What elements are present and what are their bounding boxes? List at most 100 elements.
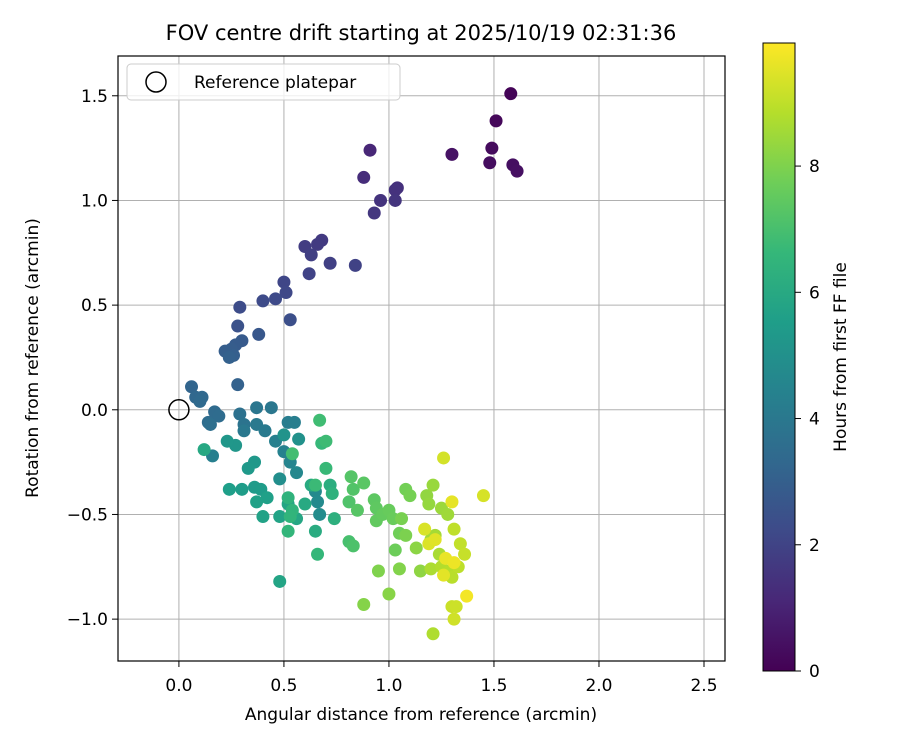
data-point [422, 497, 436, 511]
data-point [256, 510, 270, 524]
colorbar-tick-label: 4 [809, 410, 820, 430]
data-point [350, 503, 364, 517]
data-point [235, 482, 249, 496]
reference-platepar-marker [168, 399, 190, 421]
x-tick-label: 1.0 [375, 676, 402, 696]
data-point [220, 434, 234, 448]
data-point [185, 380, 199, 394]
data-point [283, 313, 297, 327]
data-point [233, 300, 247, 314]
data-point [437, 568, 451, 582]
colorbar-tick-label: 6 [809, 283, 820, 303]
plot-frame [117, 55, 726, 662]
data-point [250, 495, 264, 509]
x-tick-label: 0.5 [270, 676, 297, 696]
data-point [241, 461, 255, 475]
colorbar-tick-label: 8 [809, 157, 820, 177]
colorbar-tick-label: 2 [809, 536, 820, 556]
data-point [298, 497, 312, 511]
data-point [489, 114, 503, 128]
data-point [313, 507, 327, 521]
data-point [313, 413, 327, 427]
y-tick-label: 1.5 [81, 87, 108, 107]
data-point [426, 478, 440, 492]
data-point [264, 401, 278, 415]
data-point [193, 394, 207, 408]
data-point [327, 512, 341, 526]
data-point [273, 510, 287, 524]
data-point [424, 562, 438, 576]
x-axis-label: Angular distance from reference (arcmin) [245, 705, 597, 725]
data-points [185, 87, 524, 641]
x-axis-ticks: 0.0 0.5 1.0 1.5 2.0 2.5 [165, 661, 718, 696]
y-tick-label: −0.5 [67, 505, 108, 525]
data-point [395, 512, 409, 526]
data-point [231, 378, 245, 392]
legend-entry: Reference platepar [194, 73, 356, 93]
data-point [357, 476, 371, 490]
data-point [409, 541, 423, 555]
data-point [281, 524, 295, 538]
colorbar-gradient [762, 42, 796, 672]
colorbar-ticks: 0 2 4 6 8 [795, 157, 820, 682]
data-point [258, 424, 272, 438]
data-point [510, 164, 524, 178]
data-point [287, 415, 301, 429]
data-point [283, 510, 297, 524]
data-point [441, 507, 455, 521]
data-point [323, 256, 337, 270]
data-point [447, 556, 461, 570]
colorbar-label: Hours from first FF file [831, 262, 851, 452]
data-point [281, 491, 295, 505]
data-point [449, 600, 463, 614]
data-point [311, 547, 325, 561]
data-point [256, 294, 270, 308]
y-tick-label: 1.0 [81, 191, 108, 211]
y-axis-label: Rotation from reference (arcmin) [23, 218, 43, 498]
data-point [437, 451, 451, 465]
data-point [348, 258, 362, 272]
data-point [388, 543, 402, 557]
data-point [357, 597, 371, 611]
data-point [483, 156, 497, 170]
data-point [357, 170, 371, 184]
data-point [460, 589, 474, 603]
data-point [304, 248, 318, 262]
data-point [290, 466, 304, 480]
y-axis-ticks: 1.5 1.0 0.5 0.0 −0.5 −1.0 [67, 87, 118, 630]
data-point [302, 267, 316, 281]
y-tick-label: 0.5 [81, 296, 108, 316]
data-point [413, 564, 427, 578]
data-point [453, 537, 467, 551]
data-point [392, 562, 406, 576]
data-point [292, 432, 306, 446]
data-point [447, 522, 461, 536]
data-point [231, 319, 245, 333]
data-point [476, 489, 490, 503]
data-point [308, 524, 322, 538]
x-tick-label: 0.0 [165, 676, 192, 696]
data-point [311, 237, 325, 251]
data-point [325, 487, 339, 501]
data-point [273, 574, 287, 588]
data-point [388, 183, 402, 197]
data-point [319, 434, 333, 448]
data-point [504, 87, 518, 101]
data-point [277, 275, 291, 289]
data-point [485, 141, 499, 155]
colorbar: 0 2 4 6 8 Hours from first FF file [762, 42, 851, 682]
data-point [447, 612, 461, 626]
data-point [342, 495, 356, 509]
data-point [426, 627, 440, 641]
data-point [260, 491, 274, 505]
data-point [311, 495, 325, 509]
data-point [285, 447, 299, 461]
data-point [363, 143, 377, 157]
data-point [250, 401, 264, 415]
reference-marker [168, 399, 190, 421]
data-point [222, 482, 236, 496]
data-point [203, 417, 217, 431]
data-point [428, 533, 442, 547]
data-point [237, 424, 251, 438]
data-point [445, 495, 459, 509]
